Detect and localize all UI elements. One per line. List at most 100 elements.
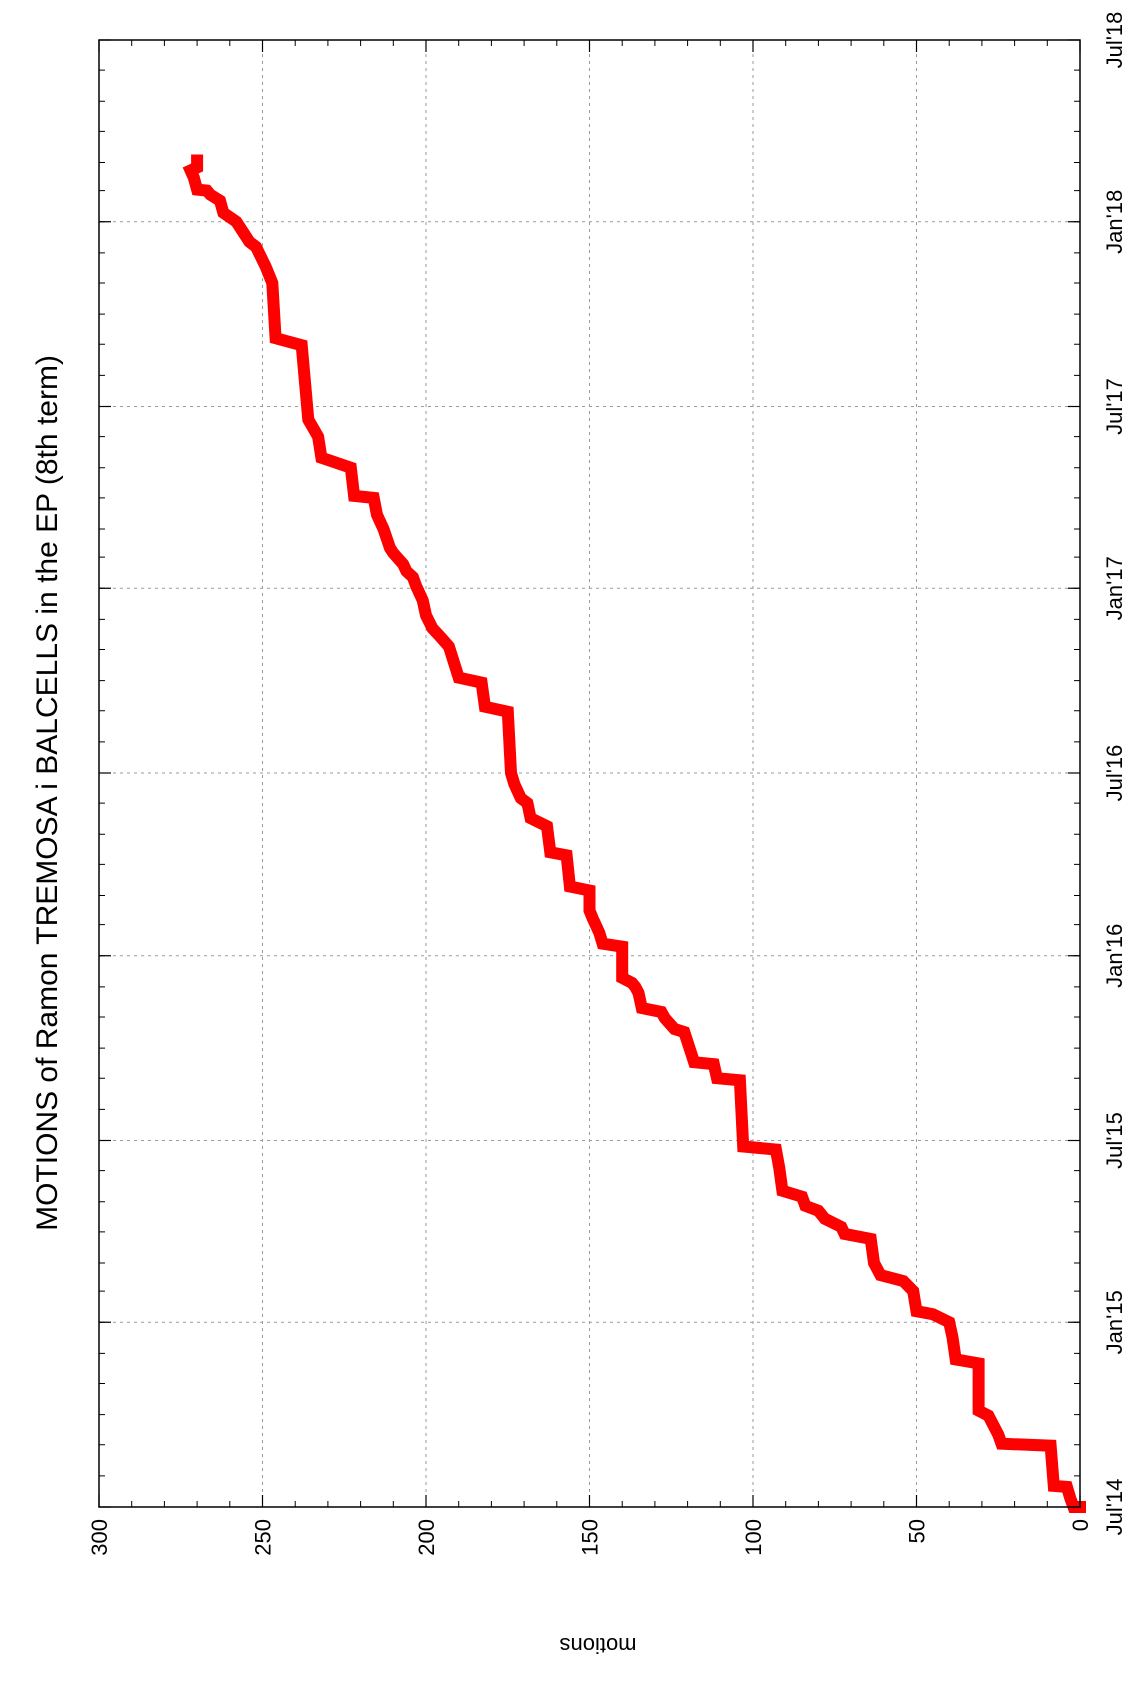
data-point xyxy=(299,343,304,348)
data-point xyxy=(976,1361,981,1366)
data-point xyxy=(381,527,386,531)
y-tick-label: 250 xyxy=(251,1519,276,1556)
data-point xyxy=(270,281,275,285)
x-tick-label: Jul'17 xyxy=(1102,378,1127,435)
y-tick-label: 300 xyxy=(87,1519,112,1556)
data-point xyxy=(188,168,193,173)
data-point xyxy=(777,1165,782,1170)
data-point xyxy=(548,850,553,855)
data-point xyxy=(682,1030,687,1035)
data-point xyxy=(868,1236,873,1241)
data-point xyxy=(715,1076,719,1081)
x-tick-label: Jan'15 xyxy=(1102,1290,1127,1354)
x-tick-labels: Jul'14 Jan'15 Jul'15 Jan'16 Jul'16 Jan'17 Jul'… xyxy=(1102,12,1127,1536)
data-point xyxy=(636,990,641,995)
axis-ticks xyxy=(98,39,1081,1508)
x-tick-label: Jul'18 xyxy=(1102,12,1127,69)
data-point xyxy=(800,1194,804,1199)
series-line-0 xyxy=(182,154,1086,1513)
data-point xyxy=(662,1016,667,1020)
data-point xyxy=(803,1203,808,1208)
data-point xyxy=(930,1312,935,1317)
grid-lines xyxy=(99,40,1080,1507)
data-point xyxy=(191,175,196,180)
data-point xyxy=(263,264,268,269)
data-point xyxy=(878,1273,883,1278)
data-point xyxy=(414,584,419,589)
data-point xyxy=(914,1309,919,1314)
data-point xyxy=(218,198,222,203)
data-point xyxy=(375,512,379,517)
y-tick-label: 50 xyxy=(905,1519,930,1543)
data-point xyxy=(234,219,239,224)
data-point xyxy=(1048,1443,1053,1448)
data-point xyxy=(404,569,409,574)
data-point xyxy=(204,188,209,193)
data-point xyxy=(195,165,200,170)
data-point xyxy=(976,1408,981,1413)
x-tick-label: Jan'16 xyxy=(1102,924,1127,988)
data-point xyxy=(391,551,396,556)
data-point xyxy=(247,239,252,244)
plot-frame xyxy=(98,39,1081,1508)
data-point xyxy=(545,824,549,829)
y-tick-labels: 0 50 100 150 200 250 300 xyxy=(87,1519,1093,1556)
data-point xyxy=(996,1432,1001,1437)
data-point xyxy=(525,801,530,806)
data-point xyxy=(479,680,484,685)
data-point xyxy=(482,704,487,709)
y-axis-title: motions xyxy=(559,1633,636,1658)
x-tick-label: Jul'14 xyxy=(1102,1479,1127,1536)
data-point xyxy=(659,1010,664,1014)
data-point xyxy=(564,853,569,858)
data-point xyxy=(999,1441,1004,1446)
data-point xyxy=(306,417,311,422)
data-point xyxy=(388,546,392,551)
data-point xyxy=(567,884,572,889)
data-point xyxy=(953,1357,958,1362)
data-point xyxy=(1051,1483,1056,1488)
data-point xyxy=(986,1413,991,1418)
data-point xyxy=(352,493,357,498)
x-tick-label: Jul'15 xyxy=(1102,1112,1127,1169)
data-point xyxy=(590,916,595,921)
data-point xyxy=(1064,1484,1069,1489)
data-point xyxy=(737,1078,742,1083)
data-point xyxy=(528,816,533,821)
data-point xyxy=(872,1261,876,1265)
x-tick-label: Jul'16 xyxy=(1102,745,1127,802)
data-point xyxy=(319,455,324,460)
data-point xyxy=(273,336,278,341)
data-point xyxy=(512,782,517,786)
data-point xyxy=(505,709,510,714)
y-tick-label: 100 xyxy=(741,1519,766,1556)
data-point xyxy=(711,1062,716,1067)
data-point xyxy=(911,1289,916,1294)
data-point xyxy=(437,633,442,638)
data-point xyxy=(424,613,428,618)
data-point xyxy=(430,626,435,631)
data-point xyxy=(420,598,425,603)
data-point xyxy=(692,1060,697,1065)
data-point xyxy=(195,158,200,163)
series-layer xyxy=(182,154,1086,1513)
data-point xyxy=(839,1224,844,1229)
data-point xyxy=(348,465,353,470)
data-point xyxy=(587,888,592,893)
data-point xyxy=(630,980,634,985)
data-point xyxy=(446,644,451,649)
data-point xyxy=(401,562,406,567)
data-point xyxy=(1068,1496,1073,1500)
x-tick-label: Jan'17 xyxy=(1102,556,1127,620)
data-point xyxy=(371,495,376,500)
data-point xyxy=(639,1006,644,1010)
data-point xyxy=(587,908,592,913)
data-point xyxy=(240,229,245,234)
data-point xyxy=(901,1279,906,1284)
data-point xyxy=(316,434,321,439)
data-point xyxy=(620,944,625,949)
data-point xyxy=(842,1231,847,1236)
data-point xyxy=(773,1147,778,1152)
data-point xyxy=(221,210,226,215)
data-point xyxy=(620,975,625,980)
